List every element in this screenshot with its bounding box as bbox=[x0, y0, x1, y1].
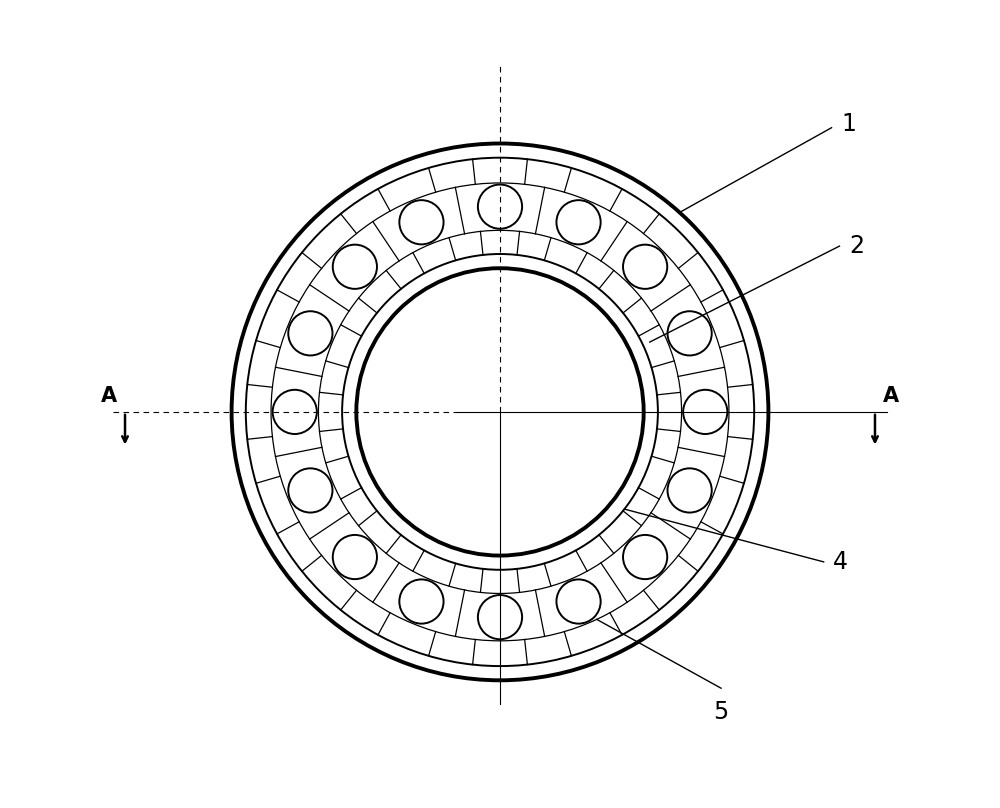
Circle shape bbox=[478, 595, 522, 639]
Circle shape bbox=[333, 245, 377, 289]
Circle shape bbox=[556, 579, 601, 624]
Circle shape bbox=[478, 184, 522, 229]
Text: 2: 2 bbox=[849, 234, 864, 258]
Circle shape bbox=[288, 469, 332, 512]
Circle shape bbox=[668, 311, 712, 356]
Circle shape bbox=[288, 311, 332, 356]
Text: 1: 1 bbox=[841, 112, 856, 136]
Text: A: A bbox=[883, 386, 899, 406]
Circle shape bbox=[556, 200, 601, 244]
Circle shape bbox=[273, 389, 317, 434]
Circle shape bbox=[623, 535, 667, 579]
Circle shape bbox=[333, 535, 377, 579]
Circle shape bbox=[399, 200, 444, 244]
Circle shape bbox=[668, 469, 712, 512]
Text: A: A bbox=[101, 386, 117, 406]
Circle shape bbox=[399, 579, 444, 624]
Text: 4: 4 bbox=[833, 550, 848, 574]
Text: 5: 5 bbox=[713, 700, 729, 724]
Circle shape bbox=[683, 389, 727, 434]
Circle shape bbox=[623, 245, 667, 289]
